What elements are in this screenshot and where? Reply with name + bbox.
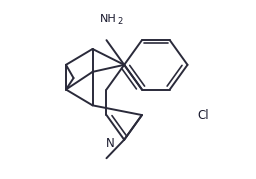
Text: 2: 2 xyxy=(117,16,123,26)
Text: NH: NH xyxy=(100,14,117,24)
Text: N: N xyxy=(106,137,115,150)
Text: Cl: Cl xyxy=(198,108,209,122)
